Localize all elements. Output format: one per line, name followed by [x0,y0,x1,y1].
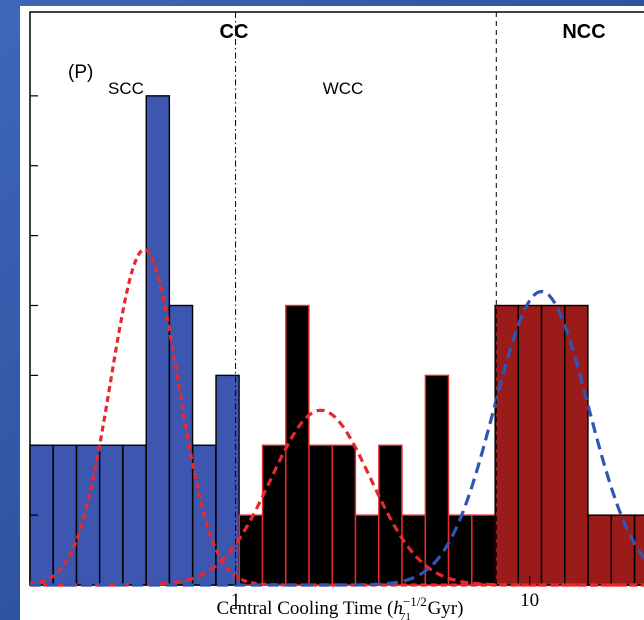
scc-label: SCC [108,79,144,98]
histogram-bar-wcc-12 [308,444,333,586]
wcc-label: WCC [323,79,364,98]
ncc-label: NCC [562,21,605,43]
histogram-bar-wcc-9 [238,514,264,586]
fit-curve-ncc [30,289,644,587]
histogram-bar-scc-5 [145,95,171,586]
plot-card: 1 10 CC NCC (P) SCC WCC Central Cooling T… [20,6,644,620]
cc-label: CC [220,21,249,43]
histogram-bar-wcc-14 [354,514,380,586]
histogram-bar-ncc-21 [517,304,543,586]
histogram-bar-ncc-25 [610,514,636,586]
histogram-bar-ncc-20 [494,304,519,586]
histogram-bar-ncc-24 [587,514,612,586]
fit-curve-scc [29,248,644,587]
panel-label: (P) [68,62,93,83]
histogram-bar-wcc-10 [261,444,287,586]
histogram-bar-scc-4 [122,444,147,586]
histogram-bar-scc-3 [98,444,124,586]
bars-layer [29,95,644,586]
ticks-layer: 1 10 [30,95,539,611]
divider-layer [235,12,497,585]
histogram-bar-wcc-19 [471,514,496,586]
histogram-chart: 1 10 CC NCC (P) SCC WCC Central Cooling T… [29,11,644,620]
fits-layer [29,248,644,587]
x-axis-label: Central Cooling Time (h−1/2 71 Gyr) [217,594,464,620]
histogram-bar-wcc-17 [424,374,450,586]
histogram-bar-ncc-22 [540,304,566,586]
x-tick-label-0: 1 [231,590,241,611]
histogram-bar-wcc-13 [331,444,357,586]
x-tick-label-1: 10 [520,590,539,611]
histogram-bar-ncc-23 [564,304,589,586]
histogram-bar-wcc-18 [447,514,473,586]
histogram-bar-wcc-15 [378,444,403,586]
histogram-bar-wcc-11 [285,304,310,586]
